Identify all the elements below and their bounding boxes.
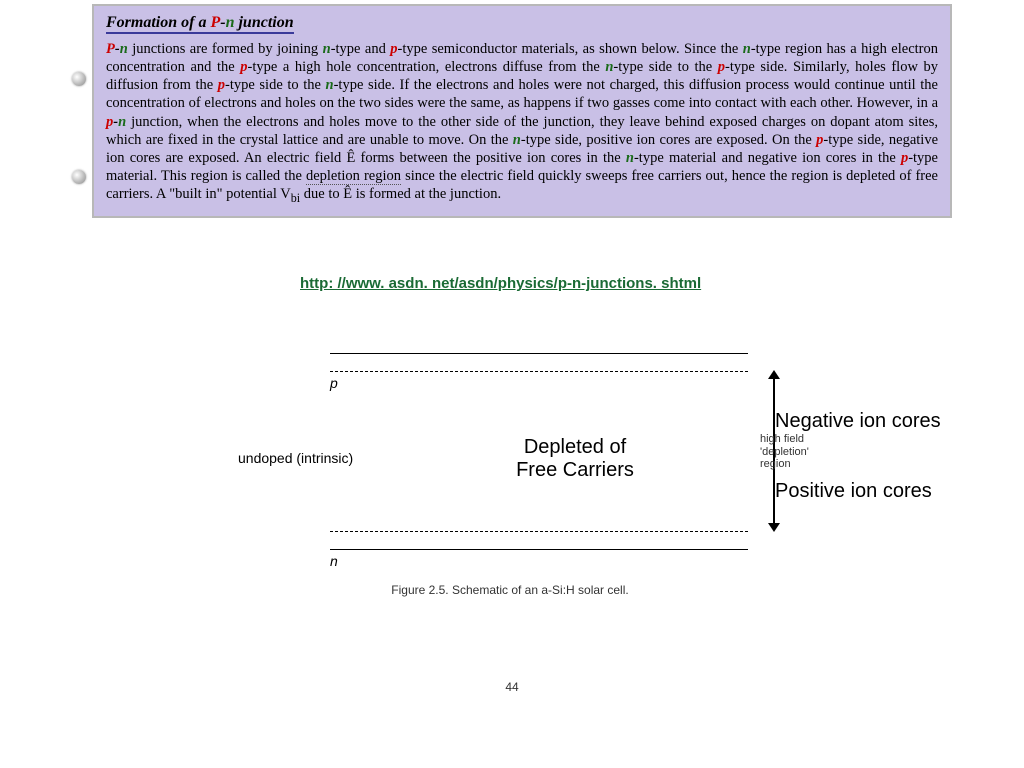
annotation-positive-ion-cores: Positive ion cores [775, 480, 932, 503]
annotation-depleted: Depleted of Free Carriers [495, 436, 655, 482]
depletion-label: high field 'depletion' region [760, 433, 820, 471]
title-prefix: Formation of a [106, 14, 210, 31]
schematic-dash [330, 531, 748, 532]
title-suffix: junction [234, 14, 293, 31]
n-label: n [330, 553, 338, 569]
slide: Formation of a P-n junction P-n junction… [0, 0, 1024, 768]
title-p: P [210, 14, 220, 31]
annotation-negative-ion-cores: Negative ion cores [775, 410, 941, 433]
schematic-line [330, 353, 748, 354]
p-label: p [330, 375, 338, 391]
bullet-decor-2 [72, 170, 86, 184]
page-number: 44 [0, 680, 1024, 694]
schematic-caption: Figure 2.5. Schematic of an a-Si:H solar… [270, 583, 750, 597]
schematic-line [330, 549, 748, 550]
intrinsic-label: undoped (intrinsic) [238, 450, 353, 466]
excerpt-body: P-n junctions are formed by joining n-ty… [106, 40, 938, 206]
schematic-dash [330, 371, 748, 372]
bullet-decor-1 [72, 72, 86, 86]
source-link[interactable]: http: //www. asdn. net/asdn/physics/p-n-… [300, 275, 701, 292]
textbook-excerpt: Formation of a P-n junction P-n junction… [92, 4, 952, 218]
excerpt-title: Formation of a P-n junction [106, 14, 938, 32]
